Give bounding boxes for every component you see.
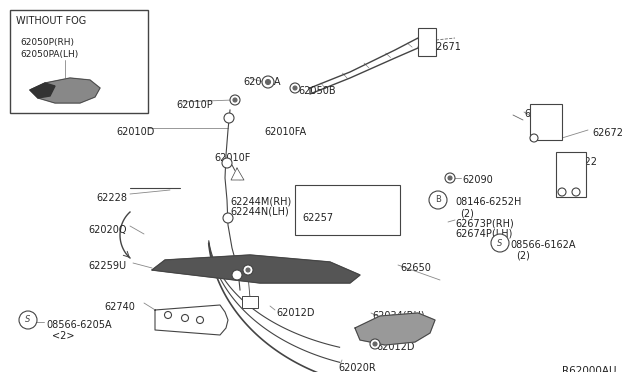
- Text: 62050B: 62050B: [298, 86, 335, 96]
- Circle shape: [293, 86, 297, 90]
- Text: 62022: 62022: [566, 157, 597, 167]
- Polygon shape: [30, 78, 100, 103]
- Text: 62673P(RH): 62673P(RH): [455, 218, 514, 228]
- Text: 62042A: 62042A: [243, 77, 280, 87]
- Text: 62671: 62671: [430, 42, 461, 52]
- Circle shape: [373, 342, 377, 346]
- Text: 62020R: 62020R: [338, 363, 376, 372]
- Circle shape: [290, 83, 300, 93]
- Text: 62244M(RH): 62244M(RH): [230, 196, 291, 206]
- Text: <2>: <2>: [52, 331, 74, 341]
- Text: 62022A: 62022A: [524, 109, 562, 119]
- Circle shape: [196, 317, 204, 324]
- Circle shape: [530, 134, 538, 142]
- Bar: [556, 152, 586, 197]
- Text: B: B: [435, 196, 441, 205]
- Circle shape: [262, 76, 274, 88]
- Circle shape: [182, 314, 189, 321]
- Text: 62010FA: 62010FA: [264, 127, 306, 137]
- Text: S: S: [497, 238, 502, 247]
- Text: 62244N(LH): 62244N(LH): [230, 207, 289, 217]
- Circle shape: [19, 311, 37, 329]
- Text: WITHOUT FOG: WITHOUT FOG: [16, 16, 86, 26]
- Text: 62034(RH): 62034(RH): [372, 310, 424, 320]
- Bar: [10, 10, 148, 113]
- Circle shape: [491, 234, 509, 252]
- Circle shape: [232, 270, 242, 280]
- Text: 62010J: 62010J: [228, 264, 262, 274]
- Circle shape: [243, 265, 253, 275]
- Text: 62650: 62650: [400, 263, 431, 273]
- Text: 62674P(LH): 62674P(LH): [455, 229, 513, 239]
- Circle shape: [448, 176, 452, 180]
- Text: 08566-6162A: 08566-6162A: [510, 240, 575, 250]
- Circle shape: [230, 95, 240, 105]
- Text: 08566-6205A: 08566-6205A: [46, 320, 111, 330]
- Circle shape: [164, 311, 172, 318]
- Text: 62672: 62672: [592, 128, 623, 138]
- Text: 62010D: 62010D: [116, 127, 154, 137]
- Bar: [295, 185, 400, 235]
- Polygon shape: [30, 83, 55, 98]
- Polygon shape: [310, 38, 420, 94]
- Text: S: S: [26, 315, 31, 324]
- Text: 62012D: 62012D: [376, 342, 415, 352]
- Text: 62035(LH): 62035(LH): [372, 321, 424, 331]
- Text: 62050PA(LH): 62050PA(LH): [20, 50, 78, 59]
- Text: (2): (2): [516, 251, 530, 261]
- Circle shape: [246, 268, 250, 272]
- Circle shape: [266, 80, 271, 84]
- Circle shape: [233, 98, 237, 102]
- Circle shape: [558, 188, 566, 196]
- Polygon shape: [155, 305, 228, 335]
- Circle shape: [572, 188, 580, 196]
- Text: 62010P: 62010P: [176, 100, 212, 110]
- Bar: [530, 104, 562, 140]
- Polygon shape: [231, 168, 244, 180]
- Polygon shape: [355, 313, 435, 345]
- Text: 62010F: 62010F: [214, 153, 250, 163]
- Text: 62050P(RH): 62050P(RH): [20, 38, 74, 47]
- Circle shape: [224, 113, 234, 123]
- Text: 62020Q: 62020Q: [88, 225, 127, 235]
- Text: 62090: 62090: [462, 175, 493, 185]
- Text: 62228: 62228: [96, 193, 127, 203]
- Text: 62259U: 62259U: [88, 261, 126, 271]
- Text: 08146-6252H: 08146-6252H: [455, 197, 522, 207]
- Bar: [242, 296, 258, 308]
- Text: R62000AU: R62000AU: [562, 366, 616, 372]
- Polygon shape: [152, 255, 360, 283]
- Text: (2): (2): [460, 208, 474, 218]
- Text: 62012D: 62012D: [276, 308, 314, 318]
- Text: 62257: 62257: [302, 213, 333, 223]
- Bar: [418, 28, 436, 56]
- Circle shape: [223, 213, 233, 223]
- Circle shape: [370, 339, 380, 349]
- Text: 62740: 62740: [104, 302, 135, 312]
- Circle shape: [429, 191, 447, 209]
- Circle shape: [445, 173, 455, 183]
- Circle shape: [222, 158, 232, 168]
